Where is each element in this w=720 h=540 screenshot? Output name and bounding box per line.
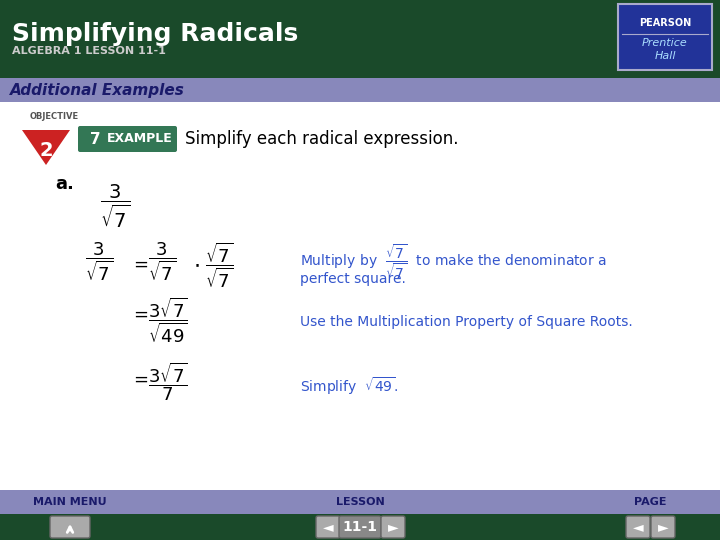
Text: Use the Multiplication Property of Square Roots.: Use the Multiplication Property of Squar… [300,315,633,329]
Text: Hall: Hall [654,51,676,61]
Text: PEARSON: PEARSON [639,18,691,28]
FancyBboxPatch shape [78,126,177,152]
Text: Multiply by  $\dfrac{\sqrt{7}}{\sqrt{7}}$  to make the denominator a: Multiply by $\dfrac{\sqrt{7}}{\sqrt{7}}$… [300,243,607,281]
FancyBboxPatch shape [651,516,675,538]
Text: OBJECTIVE: OBJECTIVE [30,112,79,121]
FancyBboxPatch shape [0,102,720,490]
Text: EXAMPLE: EXAMPLE [107,132,173,145]
Polygon shape [22,130,70,165]
Text: $=$: $=$ [130,255,148,273]
Text: 7: 7 [90,132,101,146]
Text: ◄: ◄ [633,520,643,534]
Text: Additional Examples: Additional Examples [10,83,185,98]
Text: Simplify each radical expression.: Simplify each radical expression. [185,130,459,148]
FancyBboxPatch shape [316,516,340,538]
FancyBboxPatch shape [618,4,712,70]
FancyBboxPatch shape [339,516,381,538]
FancyBboxPatch shape [0,490,720,514]
Text: 2: 2 [39,140,53,159]
Text: ►: ► [387,520,398,534]
Text: Simplify  $\sqrt{49}$.: Simplify $\sqrt{49}$. [300,375,398,397]
Text: $\dfrac{3}{\sqrt{7}}$: $\dfrac{3}{\sqrt{7}}$ [100,183,131,231]
Text: ALGEBRA 1 LESSON 11-1: ALGEBRA 1 LESSON 11-1 [12,46,166,56]
FancyBboxPatch shape [381,516,405,538]
Text: LESSON: LESSON [336,497,384,507]
FancyBboxPatch shape [0,514,720,540]
Text: $\dfrac{3\sqrt{7}}{\sqrt{49}}$: $\dfrac{3\sqrt{7}}{\sqrt{49}}$ [148,295,188,345]
Text: ◄: ◄ [323,520,333,534]
Text: $=$: $=$ [130,370,148,388]
Text: perfect square.: perfect square. [300,272,406,286]
Text: ►: ► [657,520,668,534]
FancyBboxPatch shape [50,516,90,538]
Text: $\dfrac{3\sqrt{7}}{7}$: $\dfrac{3\sqrt{7}}{7}$ [148,360,188,403]
FancyBboxPatch shape [0,0,720,78]
Text: MAIN MENU: MAIN MENU [33,497,107,507]
Text: $\dfrac{3}{\sqrt{7}}$: $\dfrac{3}{\sqrt{7}}$ [148,240,176,283]
Text: $\dfrac{3}{\sqrt{7}}$: $\dfrac{3}{\sqrt{7}}$ [85,240,114,283]
Text: $=$: $=$ [130,305,148,323]
Text: Simplifying Radicals: Simplifying Radicals [12,22,298,46]
FancyBboxPatch shape [626,516,650,538]
Text: 11-1: 11-1 [343,520,377,534]
FancyBboxPatch shape [0,78,720,102]
Text: $\cdot$: $\cdot$ [193,255,199,275]
Text: $\dfrac{\sqrt{7}}{\sqrt{7}}$: $\dfrac{\sqrt{7}}{\sqrt{7}}$ [205,240,233,290]
Text: PAGE: PAGE [634,497,666,507]
Text: a.: a. [55,175,74,193]
Text: Prentice: Prentice [642,38,688,48]
